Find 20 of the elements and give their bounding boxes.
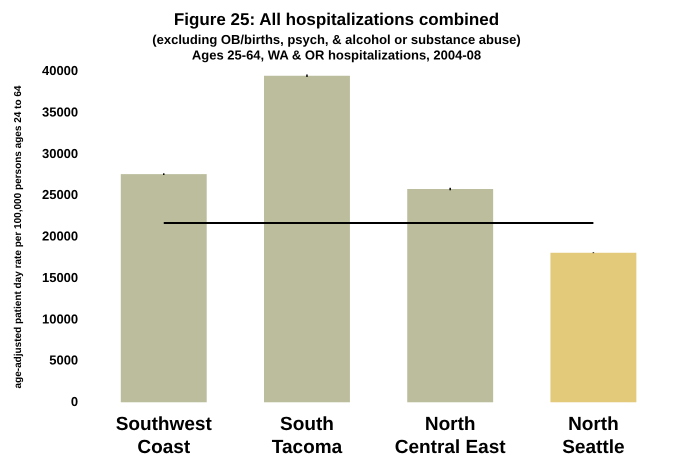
y-tick-label: 15000 bbox=[42, 270, 78, 285]
y-axis-title: age-adjusted patient day rate per 100,000 persons ages 24 to 64 bbox=[12, 85, 24, 388]
y-tick-label: 25000 bbox=[42, 187, 78, 202]
x-tick-label: North Central East bbox=[394, 414, 506, 458]
y-tick-label: 35000 bbox=[42, 104, 78, 120]
y-tick-label: 30000 bbox=[42, 146, 78, 161]
x-tick-label: North Seattle bbox=[562, 414, 625, 458]
y-tick-label: 10000 bbox=[42, 311, 78, 326]
bar bbox=[120, 174, 207, 402]
y-tick-label: 40000 bbox=[42, 63, 78, 78]
y-tick-label: 0 bbox=[70, 394, 78, 409]
x-tick-label: South Tacoma bbox=[272, 414, 343, 458]
bar bbox=[407, 189, 494, 402]
x-tick-label: Southwest Coast bbox=[116, 414, 212, 458]
chart-subtitle: (excluding OB/births, psych, & alcohol or substance abuse) Ages 25-64, WA & OR hospitalizations, 2004-08 bbox=[152, 32, 521, 62]
y-tick-label: 20000 bbox=[42, 228, 78, 244]
y-tick-label: 5000 bbox=[49, 352, 78, 368]
bar bbox=[264, 76, 350, 402]
bar bbox=[550, 252, 636, 402]
chart-title: Figure 25: All hospitalizations combined bbox=[174, 10, 500, 29]
